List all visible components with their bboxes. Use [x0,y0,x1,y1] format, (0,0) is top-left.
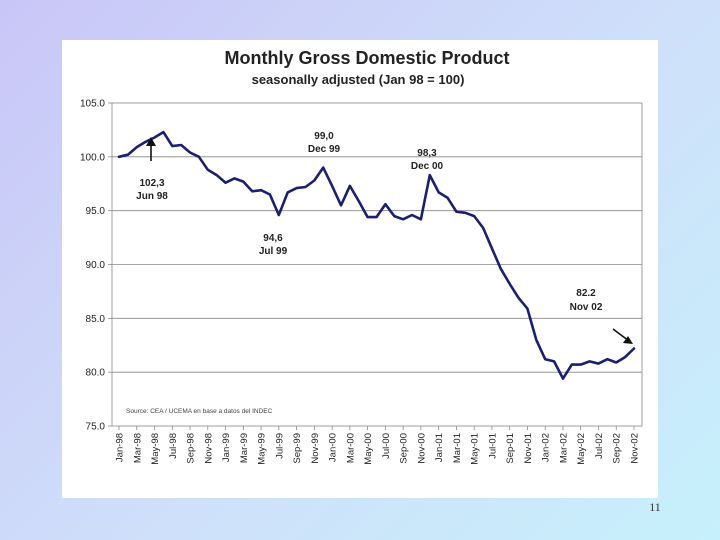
chart-title: Monthly Gross Domestic Product [224,48,509,68]
x-tick-label: Jan-99 [221,433,232,462]
x-tick-label: Sep-00 [399,433,410,464]
annotation-label: Dec 99 [308,144,341,155]
x-tick-label: Nov-98 [203,433,214,464]
x-tick-label: Mar-01 [452,433,463,463]
x-tick-label: Nov-99 [310,433,321,464]
annotation-peak-jun-98: 102,3 Jun 98 [136,137,168,202]
y-tick-label: 95.0 [86,206,106,217]
annotation-value: 98,3 [417,148,437,159]
x-tick-label: May-01 [470,433,481,465]
annotation-value: 99,0 [314,131,334,142]
y-tick-label: 85.0 [86,314,106,325]
x-tick-label: Mar-98 [132,433,143,463]
y-tick-label: 80.0 [86,368,106,379]
x-tick-label: Nov-01 [523,433,534,464]
y-tick-label: 100.0 [80,152,105,163]
x-tick-label: Jan-98 [115,433,126,462]
x-tick-label: Mar-00 [345,433,356,463]
annotation-trough-jul-99: 94,6 Jul 99 [259,233,288,257]
y-tick-label: 75.0 [86,422,106,433]
x-tick-label: Jul-98 [168,433,179,459]
annotation-nov-02: 82.2 Nov 02 [570,288,633,344]
x-tick-label: Jul-01 [487,433,498,459]
x-tick-label: Sep-02 [612,433,623,464]
gdp-line-chart: Monthly Gross Domestic Product seasonall… [80,48,643,465]
x-tick-label: Nov-02 [630,433,641,464]
x-tick-label: May-00 [363,433,374,465]
x-tick-label: Sep-99 [292,433,303,464]
series-group [117,130,636,380]
annotation-value: 94,6 [263,233,283,244]
arrow-head-icon [623,336,633,344]
x-tick-label: Jan-00 [328,433,339,462]
x-tick-label: May-99 [257,433,268,465]
annotation-value: 102,3 [139,178,164,189]
annotation-dec-99: 99,0 Dec 99 [308,131,341,155]
annotation-label: Jul 99 [259,246,288,257]
x-tick-label: Jul-02 [594,433,605,459]
x-axis: Jan-98 Mar-98 May-98 Jul-98 Sep-98 Nov-98 Jan-… [115,426,641,465]
chart-panel: Monthly Gross Domestic Product seasonall… [62,40,658,498]
annotation-value: 82.2 [576,288,596,299]
series-line [117,130,636,380]
x-tick-label: Jul-00 [381,433,392,459]
x-tick-label: May-02 [576,433,587,465]
annotation-label: Nov 02 [570,302,603,313]
x-tick-label: Sep-01 [505,433,516,464]
annotation-label: Jun 98 [136,191,168,202]
y-tick-label: 90.0 [86,260,106,271]
annotation-dec-00: 98,3 Dec 00 [411,148,444,172]
source-note: Source: CEA / UCEMA en base a datos del … [126,408,273,415]
y-tick-label: 105.0 [80,99,105,110]
annotation-label: Dec 00 [411,161,444,172]
x-tick-label: Jul-99 [274,433,285,459]
x-tick-label: Mar-02 [558,433,569,463]
x-tick-label: Sep-98 [186,433,197,464]
y-axis: 105.0 100.0 95.0 90.0 85.0 80.0 75.0 [80,99,112,433]
x-tick-label: Jan-02 [541,433,552,462]
page-number: 11 [649,500,661,514]
x-tick-label: Nov-00 [416,433,427,464]
arrow-head-icon [146,137,156,146]
x-tick-label: Mar-99 [239,433,250,463]
chart-subtitle: seasonally adjusted (Jan 98 = 100) [252,72,465,87]
x-tick-label: Jan-01 [434,433,445,462]
x-tick-label: May-98 [150,433,161,465]
